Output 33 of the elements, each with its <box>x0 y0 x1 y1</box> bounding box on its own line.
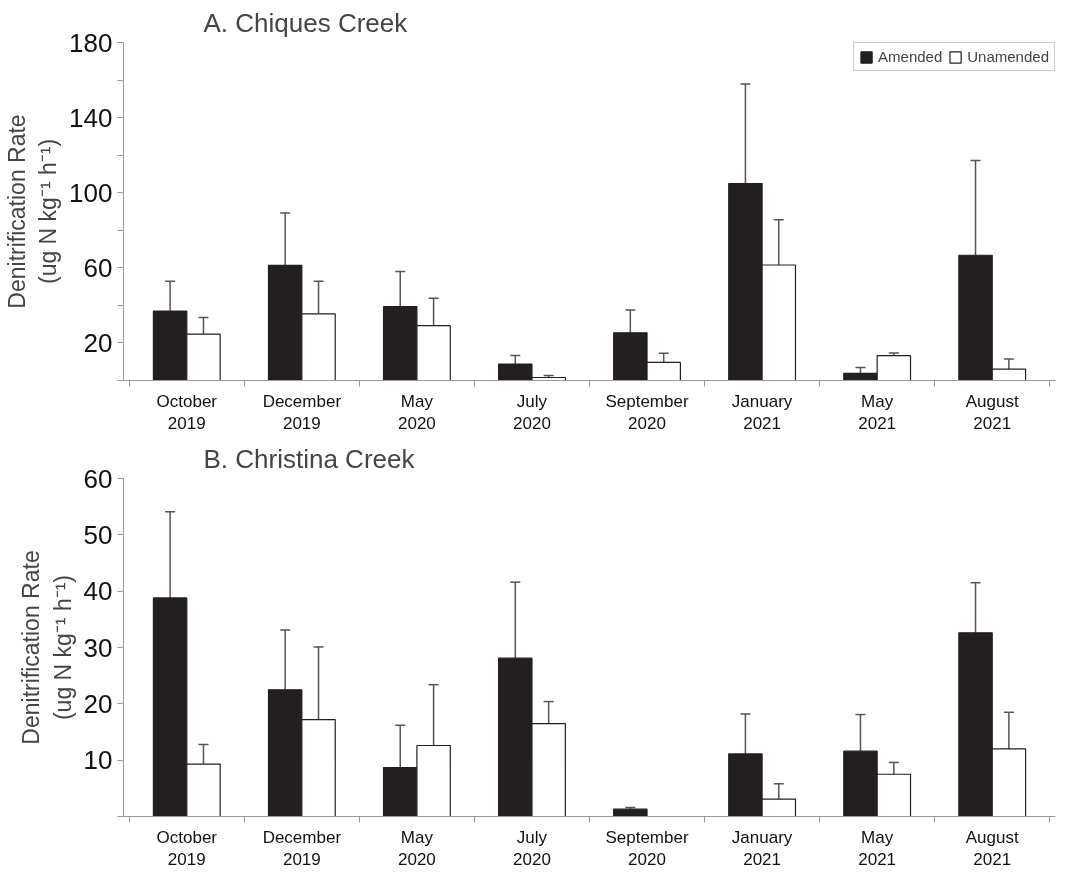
y-axis-title: Denitrification Rate (ug N kg⁻¹ h⁻¹) <box>18 550 76 745</box>
x-tick-label: May 2021 <box>858 827 897 870</box>
y-tick-label: 30 <box>83 632 113 663</box>
x-tick-label: December 2019 <box>262 827 342 870</box>
y-tick-label: 20 <box>83 327 113 358</box>
y-tick-label: 20 <box>83 688 113 719</box>
x-tick-label: July 2020 <box>513 391 551 434</box>
y-tick-label: 180 <box>69 27 113 58</box>
x-tick-label: September 2020 <box>605 827 689 870</box>
x-tick-label: October 2019 <box>156 391 218 434</box>
x-tick-label: May 2020 <box>398 827 436 870</box>
x-tick-label: October 2019 <box>156 827 218 870</box>
x-tick-label: August 2021 <box>965 827 1019 870</box>
legend-label: Amended <box>878 48 943 65</box>
x-tick-label: January 2021 <box>731 391 793 434</box>
chart-title: A. Chiques Creek <box>203 7 409 38</box>
y-tick-label: 60 <box>83 252 113 283</box>
y-axis-title: Denitrification Rate (ug N kg⁻¹ h⁻¹) <box>3 114 62 309</box>
y-tick-label: 140 <box>69 102 113 133</box>
x-tick-label: August 2021 <box>965 391 1019 434</box>
x-tick-label: January 2021 <box>731 827 793 870</box>
x-tick-label: May 2020 <box>398 391 436 434</box>
x-tick-label: July 2020 <box>513 827 551 870</box>
y-tick-label: 40 <box>83 576 113 607</box>
y-tick-label: 10 <box>83 745 113 776</box>
x-tick-label: May 2021 <box>858 391 897 434</box>
x-tick-label: September 2020 <box>605 391 689 434</box>
x-tick-label: December 2019 <box>262 391 342 434</box>
legend-label: Unamended <box>967 48 1049 65</box>
y-tick-label: 100 <box>69 177 113 208</box>
y-tick-label: 60 <box>83 463 113 494</box>
chart-title: B. Christina Creek <box>203 443 416 474</box>
y-tick-label: 50 <box>83 519 113 550</box>
